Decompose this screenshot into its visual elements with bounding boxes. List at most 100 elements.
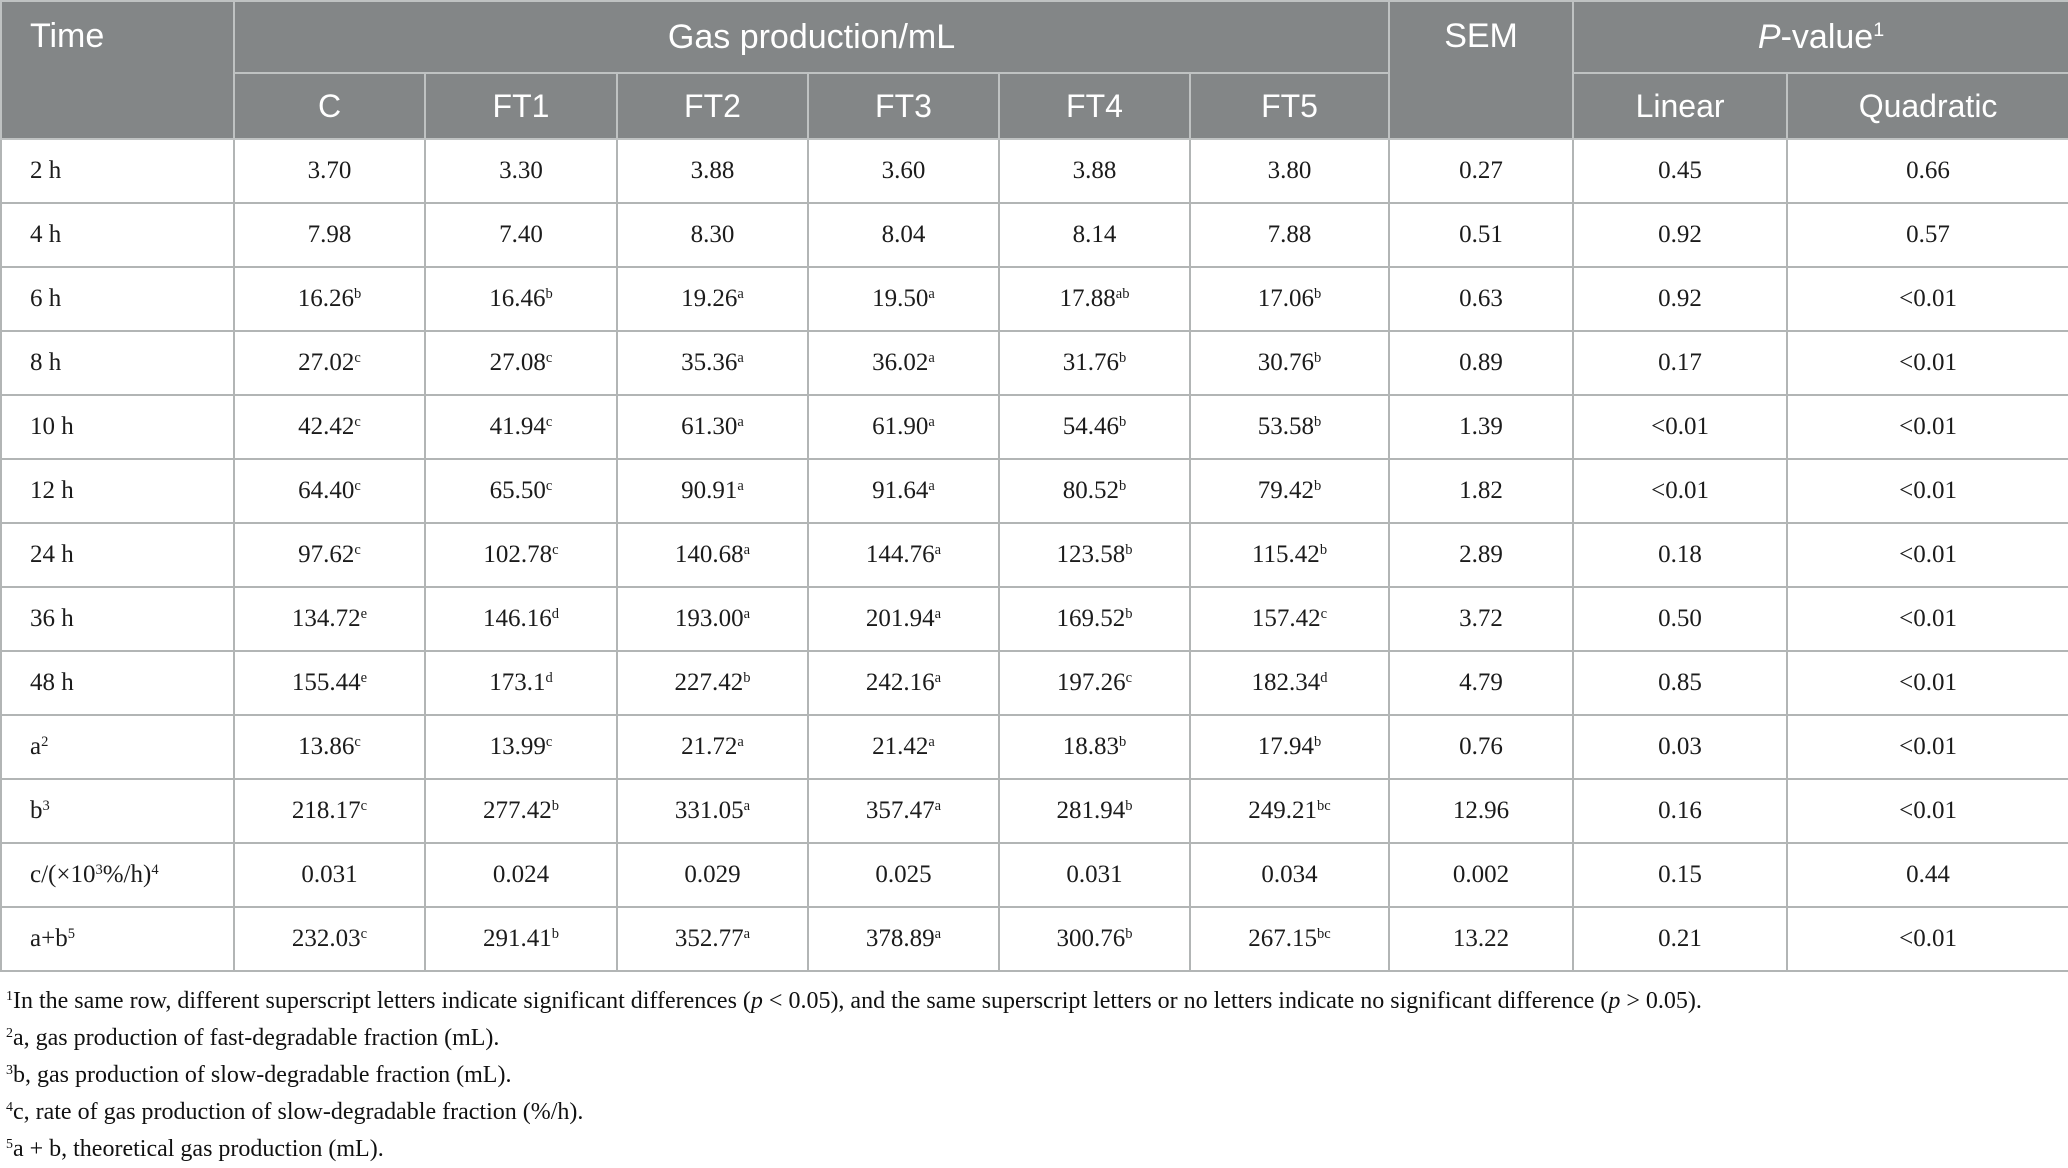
table-cell: 8.30 [616, 202, 809, 268]
table-cell: 21.42a [807, 714, 1000, 780]
table-cell: 8.04 [807, 202, 1000, 268]
col-header-ft4: FT4 [998, 72, 1191, 140]
row-label: 48 h [0, 650, 235, 716]
table-row: 12 h 64.40c 65.50c 90.91a 91.64a 80.52b 79.42b… [0, 458, 2068, 524]
row-label: 10 h [0, 394, 235, 460]
table-cell: <0.01 [1786, 906, 2068, 972]
header-row-groups: Time Gas production/mL SEM P-value1 [0, 0, 2068, 140]
table-cell: 0.44 [1786, 842, 2068, 908]
table-header: Time Gas production/mL SEM P-value1 C FT1… [0, 0, 2068, 140]
table-cell: 146.16d [424, 586, 618, 652]
col-header-pvalue: P-value1 [1572, 0, 2068, 74]
table-body: 2 h 3.70 3.30 3.88 3.60 3.88 3.80 0.27 0.45 0.66 4… [0, 138, 2068, 972]
row-label: a2 [0, 714, 235, 780]
table-cell: 1.82 [1388, 458, 1575, 524]
table-cell: 3.70 [233, 138, 426, 204]
table-cell: 0.51 [1388, 202, 1575, 268]
table-cell: 35.36a [616, 330, 809, 396]
row-label: 8 h [0, 330, 235, 396]
table-cell: 0.031 [233, 842, 426, 908]
col-header-linear: Linear [1572, 72, 1789, 140]
row-label: c/(×103%/h)4 [0, 842, 235, 908]
table-cell: 0.57 [1786, 202, 2068, 268]
table-cell: 27.02c [233, 330, 426, 396]
table-cell: 0.18 [1572, 522, 1789, 588]
row-label: b3 [0, 778, 235, 844]
col-header-c: C [233, 72, 426, 140]
table-cell: 0.034 [1188, 842, 1391, 908]
table-cell: 134.72e [233, 586, 426, 652]
table-cell: 1.39 [1388, 394, 1575, 460]
table-cell: 31.76b [998, 330, 1191, 396]
table-cell: <0.01 [1786, 586, 2068, 652]
table-cell: 201.94a [807, 586, 1000, 652]
table-cell: 2.89 [1388, 522, 1575, 588]
table-cell: 291.41b [424, 906, 618, 972]
table-cell: 0.66 [1786, 138, 2068, 204]
table-cell: 182.34d [1188, 650, 1391, 716]
table-cell: 41.94c [424, 394, 618, 460]
table-row: 6 h 16.26b 16.46b 19.26a 19.50a 17.88ab 17.06b… [0, 266, 2068, 332]
table-cell: 80.52b [998, 458, 1191, 524]
table-cell: 12.96 [1388, 778, 1575, 844]
table-row: c/(×103%/h)4 0.031 0.024 0.029 0.025 0.031 0.0… [0, 842, 2068, 908]
table-cell: <0.01 [1786, 522, 2068, 588]
table-cell: 0.50 [1572, 586, 1789, 652]
table-cell: 0.024 [424, 842, 618, 908]
table-row: a+b5 232.03c 291.41b 352.77a 378.89a 300.76b 2… [0, 906, 2068, 972]
table-cell: 18.83b [998, 714, 1191, 780]
table-cell: 7.40 [424, 202, 618, 268]
table-cell: 277.42b [424, 778, 618, 844]
row-label: 36 h [0, 586, 235, 652]
footnote: 1In the same row, different superscript … [6, 988, 1702, 1014]
table-cell: 3.30 [424, 138, 618, 204]
table-cell: 36.02a [807, 330, 1000, 396]
table-cell: 90.91a [616, 458, 809, 524]
table-cell: <0.01 [1786, 650, 2068, 716]
table-cell: 21.72a [616, 714, 809, 780]
col-header-ft3: FT3 [807, 72, 1000, 140]
table-cell: 42.42c [233, 394, 426, 460]
col-header-time: Time [0, 0, 235, 140]
table-cell: 16.46b [424, 266, 618, 332]
table-cell: 169.52b [998, 586, 1191, 652]
col-header-quadratic: Quadratic [1786, 72, 2068, 140]
table-cell: 144.76a [807, 522, 1000, 588]
table-cell: 0.16 [1572, 778, 1789, 844]
footnote: 2a, gas production of fast-degradable fr… [6, 1025, 500, 1051]
table-cell: 115.42b [1188, 522, 1391, 588]
footnote: 3b, gas production of slow-degradable fr… [6, 1062, 512, 1088]
footnotes: 1In the same row, different superscript … [0, 972, 2068, 1168]
table-cell: 17.88ab [998, 266, 1191, 332]
table-cell: 140.68a [616, 522, 809, 588]
table-cell: 7.88 [1188, 202, 1391, 268]
table-cell: 65.50c [424, 458, 618, 524]
row-label: 24 h [0, 522, 235, 588]
row-label: 2 h [0, 138, 235, 204]
table-cell: 19.26a [616, 266, 809, 332]
table-cell: 30.76b [1188, 330, 1391, 396]
table-cell: 0.89 [1388, 330, 1575, 396]
table-cell: 300.76b [998, 906, 1191, 972]
table-cell: 155.44e [233, 650, 426, 716]
table-row: a2 13.86c 13.99c 21.72a 21.42a 18.83b 17.94b 0.… [0, 714, 2068, 780]
row-label: 12 h [0, 458, 235, 524]
table-cell: 0.85 [1572, 650, 1789, 716]
table-cell: 281.94b [998, 778, 1191, 844]
footnote: 5a + b, theoretical gas production (mL). [6, 1136, 384, 1162]
table-cell: 61.30a [616, 394, 809, 460]
table-cell: 3.88 [998, 138, 1191, 204]
table-cell: 91.64a [807, 458, 1000, 524]
table-cell: 378.89a [807, 906, 1000, 972]
table-row: 48 h 155.44e 173.1d 227.42b 242.16a 197.26c 18… [0, 650, 2068, 716]
row-label: a+b5 [0, 906, 235, 972]
table-cell: 157.42c [1188, 586, 1391, 652]
table-cell: 0.002 [1388, 842, 1575, 908]
table-row: 4 h 7.98 7.40 8.30 8.04 8.14 7.88 0.51 0.92 0.57 [0, 202, 2068, 268]
table-cell: 0.15 [1572, 842, 1789, 908]
table-row: 24 h 97.62c 102.78c 140.68a 144.76a 123.58b 11… [0, 522, 2068, 588]
table-cell: 17.94b [1188, 714, 1391, 780]
table-cell: 64.40c [233, 458, 426, 524]
table-cell: 3.80 [1188, 138, 1391, 204]
